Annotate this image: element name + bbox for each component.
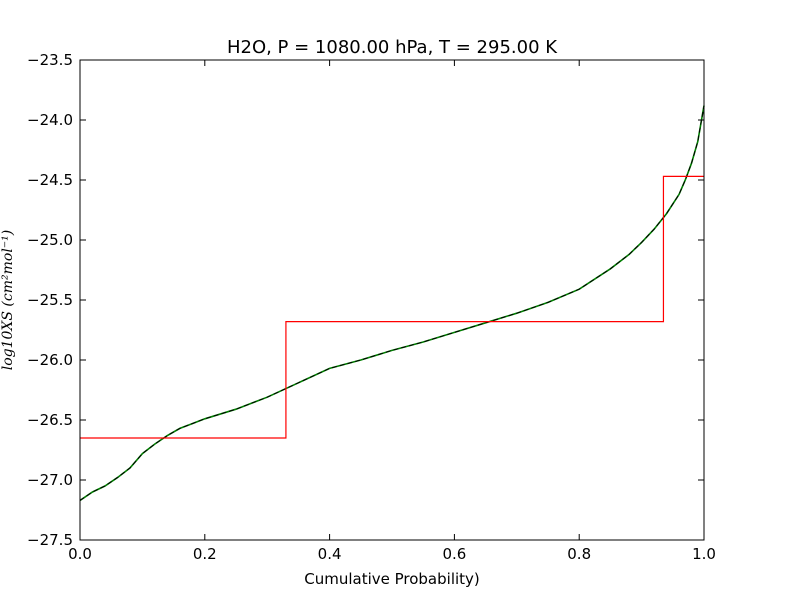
series-layer <box>79 105 705 502</box>
y-tick-label: −26.0 <box>27 351 73 369</box>
series-curve-black <box>79 105 705 501</box>
ticks-layer: 0.0 0.2 0.4 0.6 0.8 1.0 −27.5 −27.0 −26.5 −26.0 −2… <box>27 51 716 563</box>
y-tick-label: −27.5 <box>27 531 73 549</box>
y-tick-label: −24.5 <box>27 171 73 189</box>
plot-area <box>80 60 704 540</box>
y-tick-label: −25.0 <box>27 231 73 249</box>
x-tick-label: 0.8 <box>567 545 591 563</box>
x-tick-label: 0.4 <box>318 545 342 563</box>
y-tick-label: −24.0 <box>27 111 73 129</box>
y-axis-label: log10XS (cm²mol⁻¹) <box>0 230 16 371</box>
x-axis-label: Cumulative Probability) <box>304 570 480 588</box>
plot-frame <box>79 59 705 541</box>
y-tick-label: −25.5 <box>27 291 73 309</box>
y-tick-label: −27.0 <box>27 471 73 489</box>
series-step-red <box>80 175 704 439</box>
x-tick-label: 0.0 <box>68 545 92 563</box>
y-tick-label: −23.5 <box>27 51 73 69</box>
x-tick-label: 0.6 <box>442 545 466 563</box>
x-tick-label: 0.2 <box>193 545 217 563</box>
y-tick-label: −26.5 <box>27 411 73 429</box>
x-tick-label: 1.0 <box>692 545 716 563</box>
chart-title: H2O, P = 1080.00 hPa, T = 295.00 K <box>227 37 558 58</box>
